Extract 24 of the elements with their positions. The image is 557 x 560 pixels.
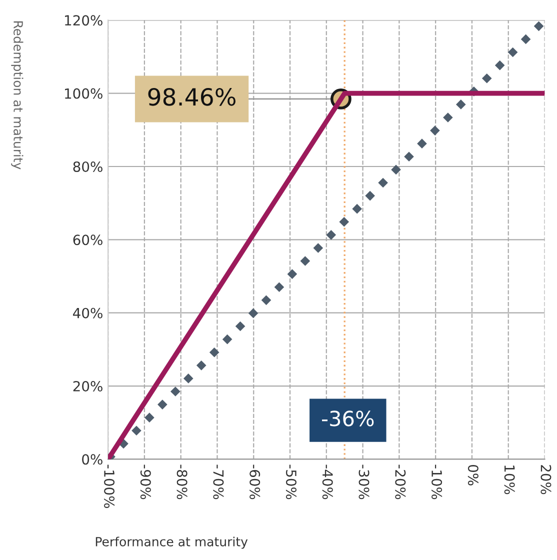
y-tick-label: 60%: [73, 234, 102, 246]
y-axis-title: Redemption at maturity: [11, 21, 24, 170]
x-tick-label: -100%: [104, 464, 115, 508]
annotation: -36%: [322, 410, 374, 426]
x-tick-label: 0%: [468, 464, 478, 486]
y-tick-label: 100%: [65, 88, 102, 99]
y-tick-label: 80%: [73, 161, 102, 172]
x-tick-label: -80%: [176, 464, 188, 500]
x-tick-label: -10%: [432, 464, 442, 500]
y-tick-label: 0%: [82, 454, 102, 465]
x-tick-label: -60%: [250, 464, 260, 500]
x-tick-label: -40%: [322, 464, 333, 500]
x-tick-label: -70%: [213, 464, 224, 500]
x-tick-label: 10%: [504, 466, 515, 494]
x-tick-label: -30%: [358, 464, 370, 500]
y-tick-label: 40%: [73, 308, 102, 318]
data-label: 98.46%: [148, 88, 236, 106]
x-tick-label: -20%: [395, 464, 406, 500]
y-tick-label: 20%: [73, 380, 102, 392]
x-tick-label: -90%: [140, 464, 151, 500]
x-tick-label: -50%: [286, 464, 296, 500]
x-tick-label: 20%: [540, 465, 552, 494]
x-axis-title: Performance at maturity: [96, 536, 248, 549]
y-tick-label: 120%: [65, 15, 102, 26]
